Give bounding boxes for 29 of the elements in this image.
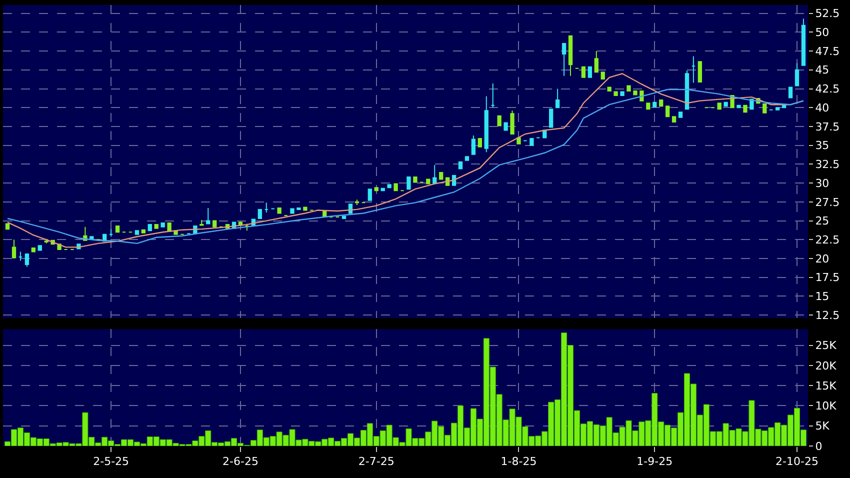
y-tick-label: 12.5 [815, 308, 840, 322]
y-tick-label: 25K [815, 339, 838, 352]
y-tick-label: 35 [815, 139, 830, 152]
y-tick-label: 27.5 [815, 196, 840, 209]
x-tick-label: 1-8-25 [500, 455, 537, 468]
y-tick-label: 5K [815, 420, 830, 433]
y-tick-label: 45 [815, 64, 830, 77]
x-tick-label: 2-6-25 [222, 455, 258, 468]
x-tick-label: 2-7-25 [358, 455, 394, 468]
y-tick-label: 50 [815, 26, 830, 40]
x-tick-label: 1-9-25 [636, 455, 673, 468]
y-tick-label: 20K [815, 359, 838, 372]
y-tick-label: 22.5 [815, 233, 840, 246]
x-tick-label: 2-5-25 [93, 455, 130, 468]
y-tick-label: 40 [815, 101, 830, 114]
y-tick-label: 15 [815, 290, 830, 304]
y-tick-label: 37.5 [815, 120, 840, 134]
y-tick-label: 15K [815, 379, 838, 392]
y-tick-label: 47.5 [815, 44, 840, 58]
y-tick-label: 0 [815, 440, 822, 453]
y-tick-label: 42.5 [815, 82, 840, 96]
y-tick-label: 10K [815, 400, 838, 413]
y-tick-label: 25 [815, 214, 830, 228]
y-tick-label: 32.5 [815, 158, 840, 172]
y-tick-label: 20 [815, 252, 830, 266]
y-tick-label: 52.5 [815, 7, 840, 20]
y-tick-label: 30 [815, 176, 830, 190]
x-tick-label: 2-10-25 [776, 455, 818, 468]
y-tick-label: 17.5 [815, 271, 840, 284]
